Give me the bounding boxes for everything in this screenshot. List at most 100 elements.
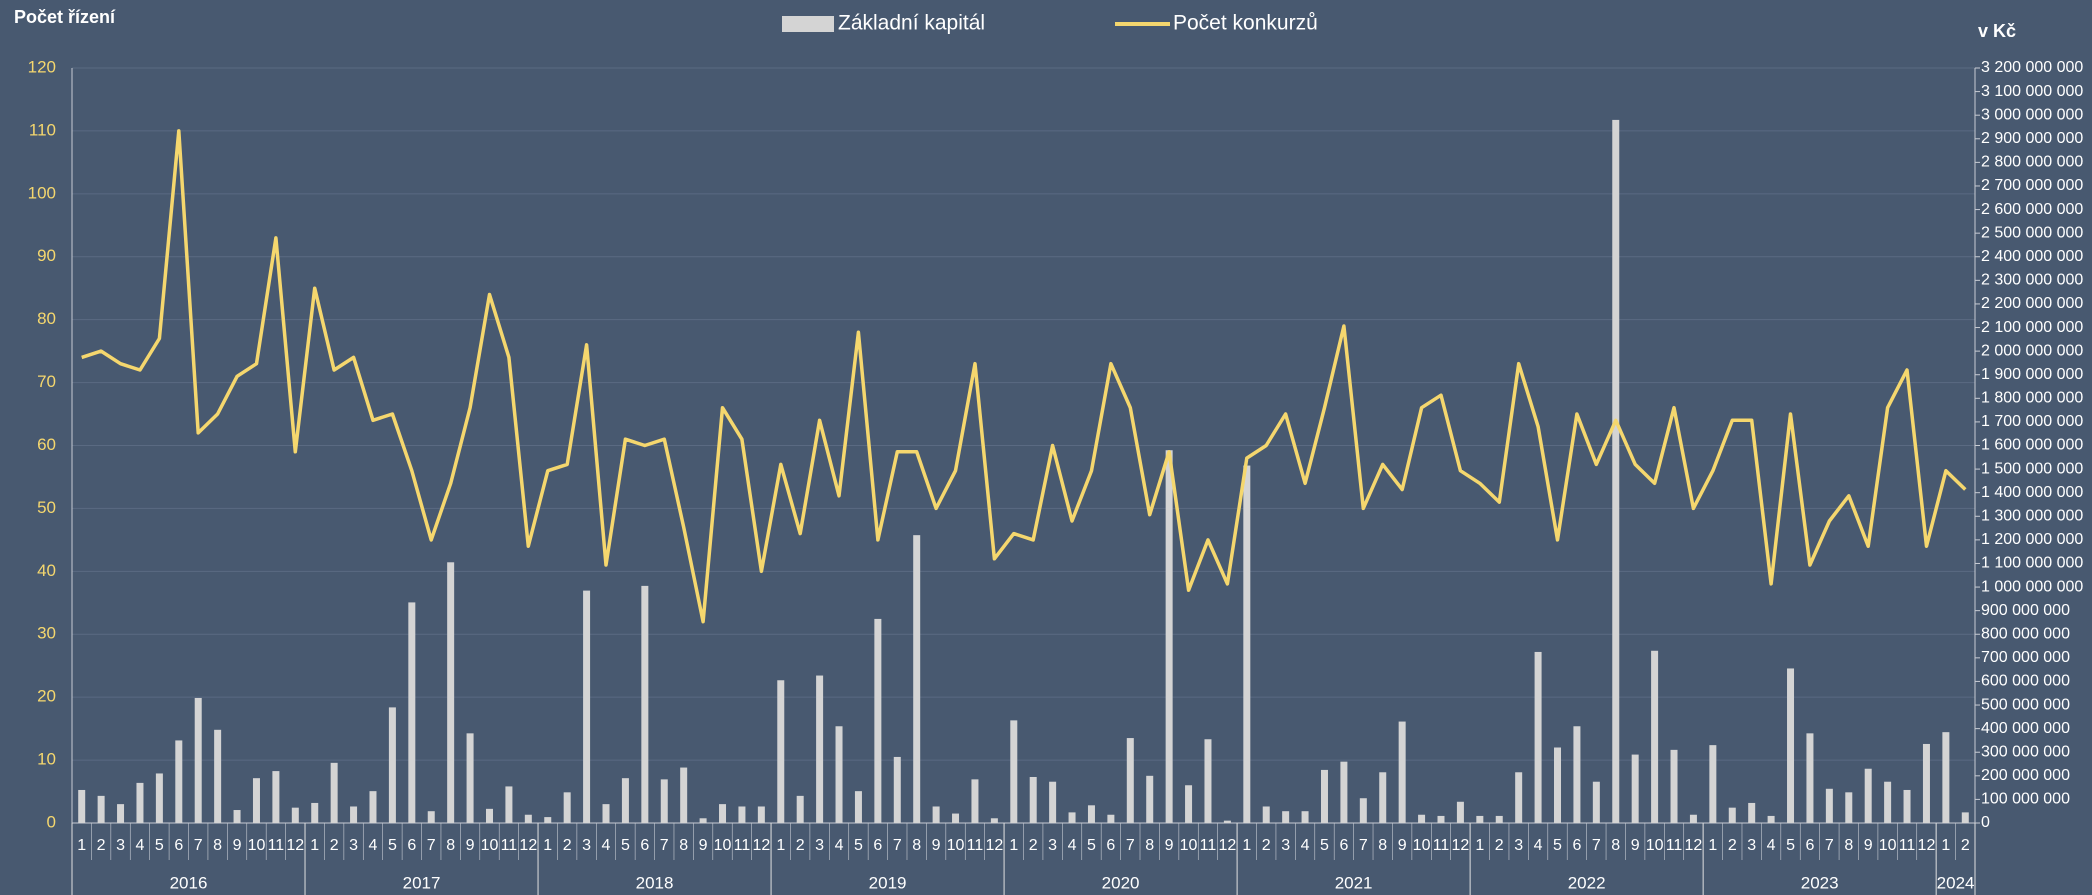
bar	[1806, 733, 1814, 823]
x-tick-label: 9	[1398, 837, 1407, 854]
x-tick-label: 1	[1475, 837, 1484, 854]
year-label: 2017	[403, 873, 441, 892]
x-tick-label: 11	[501, 837, 518, 854]
x-tick-label: 8	[912, 837, 921, 854]
bar	[1087, 805, 1095, 823]
x-tick-label: 2	[330, 837, 339, 854]
y2-tick-label: 3 100 000 000	[1981, 83, 2083, 100]
bar	[1573, 726, 1581, 823]
x-tick-label: 1	[1009, 837, 1018, 854]
x-tick-label: 6	[174, 837, 183, 854]
y-tick-label: 110	[29, 120, 56, 139]
x-tick-label: 9	[699, 837, 708, 854]
bar	[854, 791, 862, 823]
year-label: 2023	[1801, 873, 1839, 892]
y2-tick-label: 1 000 000 000	[1981, 578, 2083, 595]
x-tick-label: 2	[1728, 837, 1737, 854]
x-tick-label: 10	[481, 837, 499, 854]
x-tick-label: 12	[1685, 837, 1703, 854]
bar	[699, 818, 707, 823]
x-tick-label: 7	[1359, 837, 1368, 854]
legend-label: Základní kapitál	[838, 12, 985, 35]
bar	[1922, 743, 1930, 823]
x-tick-label: 10	[1180, 837, 1198, 854]
x-tick-label: 11	[1666, 837, 1683, 854]
bar	[738, 806, 746, 823]
x-tick-label: 9	[932, 837, 941, 854]
bar	[1418, 814, 1426, 823]
bar	[1204, 739, 1212, 823]
bar	[544, 817, 552, 823]
y-tick-label: 40	[37, 561, 56, 580]
bar	[408, 602, 416, 823]
y2-tick-label: 800 000 000	[1981, 625, 2070, 642]
x-tick-label: 10	[714, 837, 732, 854]
bar	[1068, 812, 1076, 823]
bar	[97, 795, 105, 823]
y2-tick-label: 1 100 000 000	[1981, 555, 2083, 572]
x-tick-label: 8	[446, 837, 455, 854]
y2-tick-label: 1 700 000 000	[1981, 413, 2083, 430]
y2-tick-label: 2 900 000 000	[1981, 130, 2083, 147]
x-tick-label: 5	[854, 837, 863, 854]
bar	[1942, 732, 1950, 823]
bar	[641, 585, 649, 823]
bar	[835, 726, 843, 823]
bar	[524, 814, 532, 823]
bar	[175, 740, 183, 823]
x-tick-label: 5	[1320, 837, 1329, 854]
bar	[874, 618, 882, 823]
year-label: 2019	[869, 873, 907, 892]
year-label: 2024	[1937, 873, 1975, 892]
year-label: 2018	[636, 873, 674, 892]
x-tick-label: 6	[640, 837, 649, 854]
bar	[583, 590, 591, 823]
x-tick-label: 3	[1514, 837, 1523, 854]
bar	[1689, 814, 1697, 823]
x-tick-label: 1	[776, 837, 785, 854]
x-tick-label: 11	[1200, 837, 1217, 854]
bar	[680, 767, 688, 823]
x-tick-label: 9	[466, 837, 475, 854]
x-tick-label: 12	[286, 837, 304, 854]
x-tick-label: 8	[213, 837, 222, 854]
bar	[1884, 781, 1892, 823]
y2-tick-label: 400 000 000	[1981, 720, 2070, 737]
bar	[1961, 812, 1969, 823]
x-tick-label: 1	[1941, 837, 1950, 854]
bar	[194, 697, 202, 823]
x-tick-label: 3	[116, 837, 125, 854]
x-tick-label: 6	[873, 837, 882, 854]
bar	[932, 806, 940, 823]
bar	[1146, 775, 1154, 823]
x-tick-label: 9	[233, 837, 242, 854]
year-label: 2022	[1568, 873, 1606, 892]
bar	[1049, 781, 1057, 823]
bar	[1592, 781, 1600, 823]
bar	[155, 773, 163, 823]
bar	[719, 804, 727, 823]
x-tick-label: 2	[1262, 837, 1271, 854]
x-tick-label: 6	[1805, 837, 1814, 854]
y-tick-label: 70	[37, 372, 56, 391]
y2-tick-label: 3 000 000 000	[1981, 106, 2083, 123]
x-tick-label: 11	[967, 837, 984, 854]
bar	[1398, 721, 1406, 823]
bar	[1301, 811, 1309, 823]
x-tick-label: 3	[1747, 837, 1756, 854]
bar	[990, 818, 998, 823]
bar	[1185, 785, 1193, 823]
x-tick-label: 9	[1165, 837, 1174, 854]
bar	[485, 808, 493, 823]
bar	[214, 729, 222, 823]
y2-tick-label: 1 300 000 000	[1981, 508, 2083, 525]
bar	[78, 789, 86, 823]
x-tick-label: 8	[1844, 837, 1853, 854]
x-tick-label: 5	[1786, 837, 1795, 854]
x-tick-label: 4	[369, 837, 378, 854]
x-tick-label: 7	[194, 837, 203, 854]
y-tick-label: 60	[37, 435, 56, 454]
bar	[1126, 738, 1134, 823]
y2-tick-label: 2 000 000 000	[1981, 342, 2083, 359]
y2-tick-label: 300 000 000	[1981, 743, 2070, 760]
